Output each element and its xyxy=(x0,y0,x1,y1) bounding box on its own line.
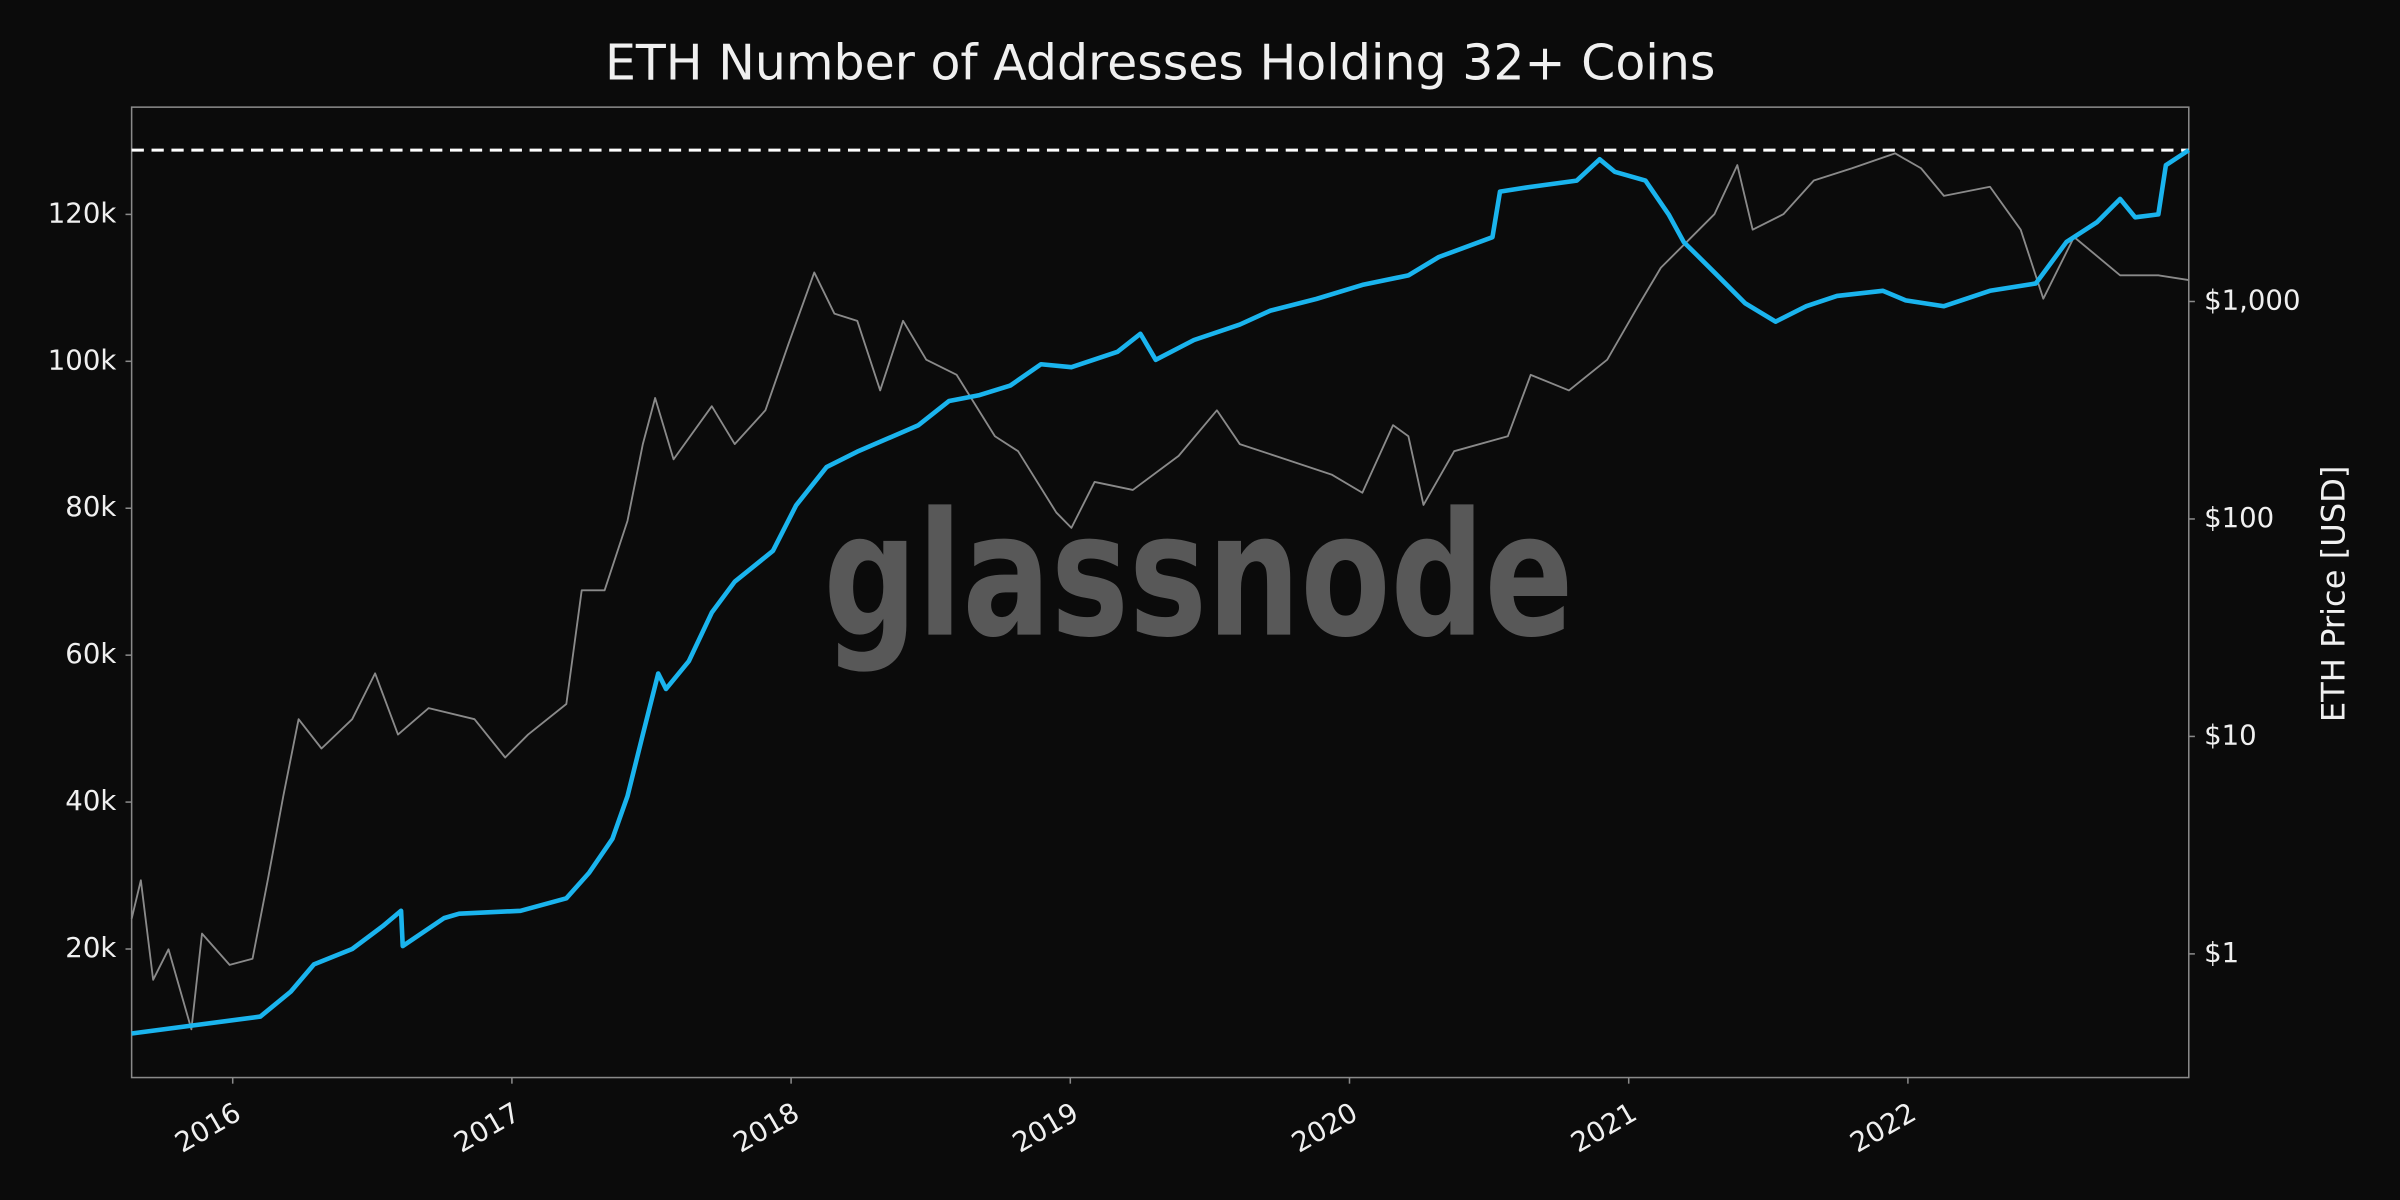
line-series xyxy=(130,152,2189,1031)
y-tick-label: 20k xyxy=(65,932,116,964)
y2-tick-label: $1,000 xyxy=(2204,285,2300,317)
y2-tick-label: $1 xyxy=(2204,937,2239,969)
plot-frame xyxy=(130,106,2190,1079)
y2-tick-label: $100 xyxy=(2204,502,2274,534)
y-tick-label: 80k xyxy=(65,491,116,523)
y-tick-label: 40k xyxy=(65,785,116,817)
line-series xyxy=(131,148,2191,1036)
y2-tick-label: $10 xyxy=(2204,719,2257,751)
y-tick-label: 120k xyxy=(48,197,117,229)
y2-axis-label: ETH Price [USD] xyxy=(2315,466,2353,723)
y-tick-label: 60k xyxy=(65,638,116,670)
chart-title: ETH Number of Addresses Holding 32+ Coin… xyxy=(605,34,1715,91)
y-tick-label: 100k xyxy=(48,344,117,376)
watermark: glassnode xyxy=(823,477,1573,676)
